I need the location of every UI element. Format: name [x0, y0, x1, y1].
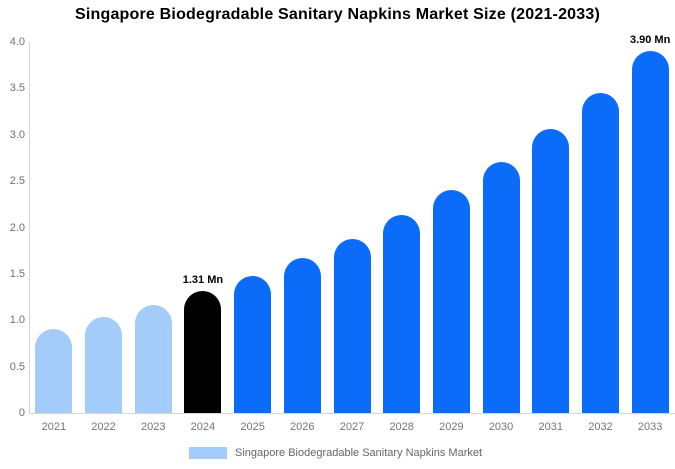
x-axis-label-2031: 2031	[538, 421, 563, 433]
bar-2031[interactable]	[532, 129, 570, 413]
y-axis-tick: 2.0	[9, 221, 25, 234]
bar-2026[interactable]	[283, 258, 321, 413]
bar-2021[interactable]	[35, 328, 73, 413]
bar-2033[interactable]	[631, 51, 669, 413]
bar-2029[interactable]	[432, 190, 470, 413]
data-label-2033: 3.90 Mn	[629, 34, 671, 47]
bar-2027[interactable]	[333, 238, 371, 413]
bar-2030[interactable]	[482, 161, 520, 413]
legend-item[interactable]: Singapore Biodegradable Sanitary Napkins…	[189, 447, 482, 459]
y-axis-line	[29, 42, 30, 413]
x-axis-label-2027: 2027	[339, 421, 365, 433]
y-axis-tick: 0	[18, 407, 25, 419]
bar-2023[interactable]	[134, 305, 172, 413]
data-label-2024: 1.31 Mn	[182, 274, 224, 287]
x-axis-label-2032: 2032	[588, 421, 613, 433]
chart-title: Singapore Biodegradable Sanitary Napkins…	[75, 6, 600, 23]
y-axis-tick: 2.5	[9, 175, 25, 188]
x-axis-label-2033: 2033	[637, 421, 663, 433]
x-axis-line	[29, 413, 675, 414]
y-axis-tick: 4.0	[9, 36, 25, 48]
legend-label: Singapore Biodegradable Sanitary Napkins…	[235, 447, 483, 459]
bar-2024[interactable]	[184, 291, 222, 413]
x-axis-label-2022: 2022	[91, 421, 116, 433]
x-axis-label-2030: 2030	[488, 421, 514, 433]
x-axis-label-2028: 2028	[389, 421, 414, 433]
y-axis-tick: 1.0	[9, 314, 25, 327]
y-axis-tick: 3.0	[9, 128, 25, 141]
y-axis-tick: 3.5	[9, 82, 25, 95]
y-axis-tick: 0.5	[9, 360, 25, 373]
x-axis-label-2024: 2024	[190, 421, 216, 433]
x-axis-label-2021: 2021	[41, 421, 67, 433]
bar-2032[interactable]	[581, 93, 619, 413]
legend-swatch	[189, 447, 227, 459]
y-axis-tick: 1.5	[9, 267, 25, 280]
bar-2025[interactable]	[234, 275, 272, 413]
x-axis-label-2025: 2025	[240, 421, 265, 433]
bar-2028[interactable]	[383, 215, 421, 413]
x-axis-label-2029: 2029	[439, 421, 464, 433]
x-axis-label-2026: 2026	[290, 421, 315, 433]
bar-2022[interactable]	[85, 317, 123, 413]
x-axis-label-2023: 2023	[140, 421, 166, 433]
